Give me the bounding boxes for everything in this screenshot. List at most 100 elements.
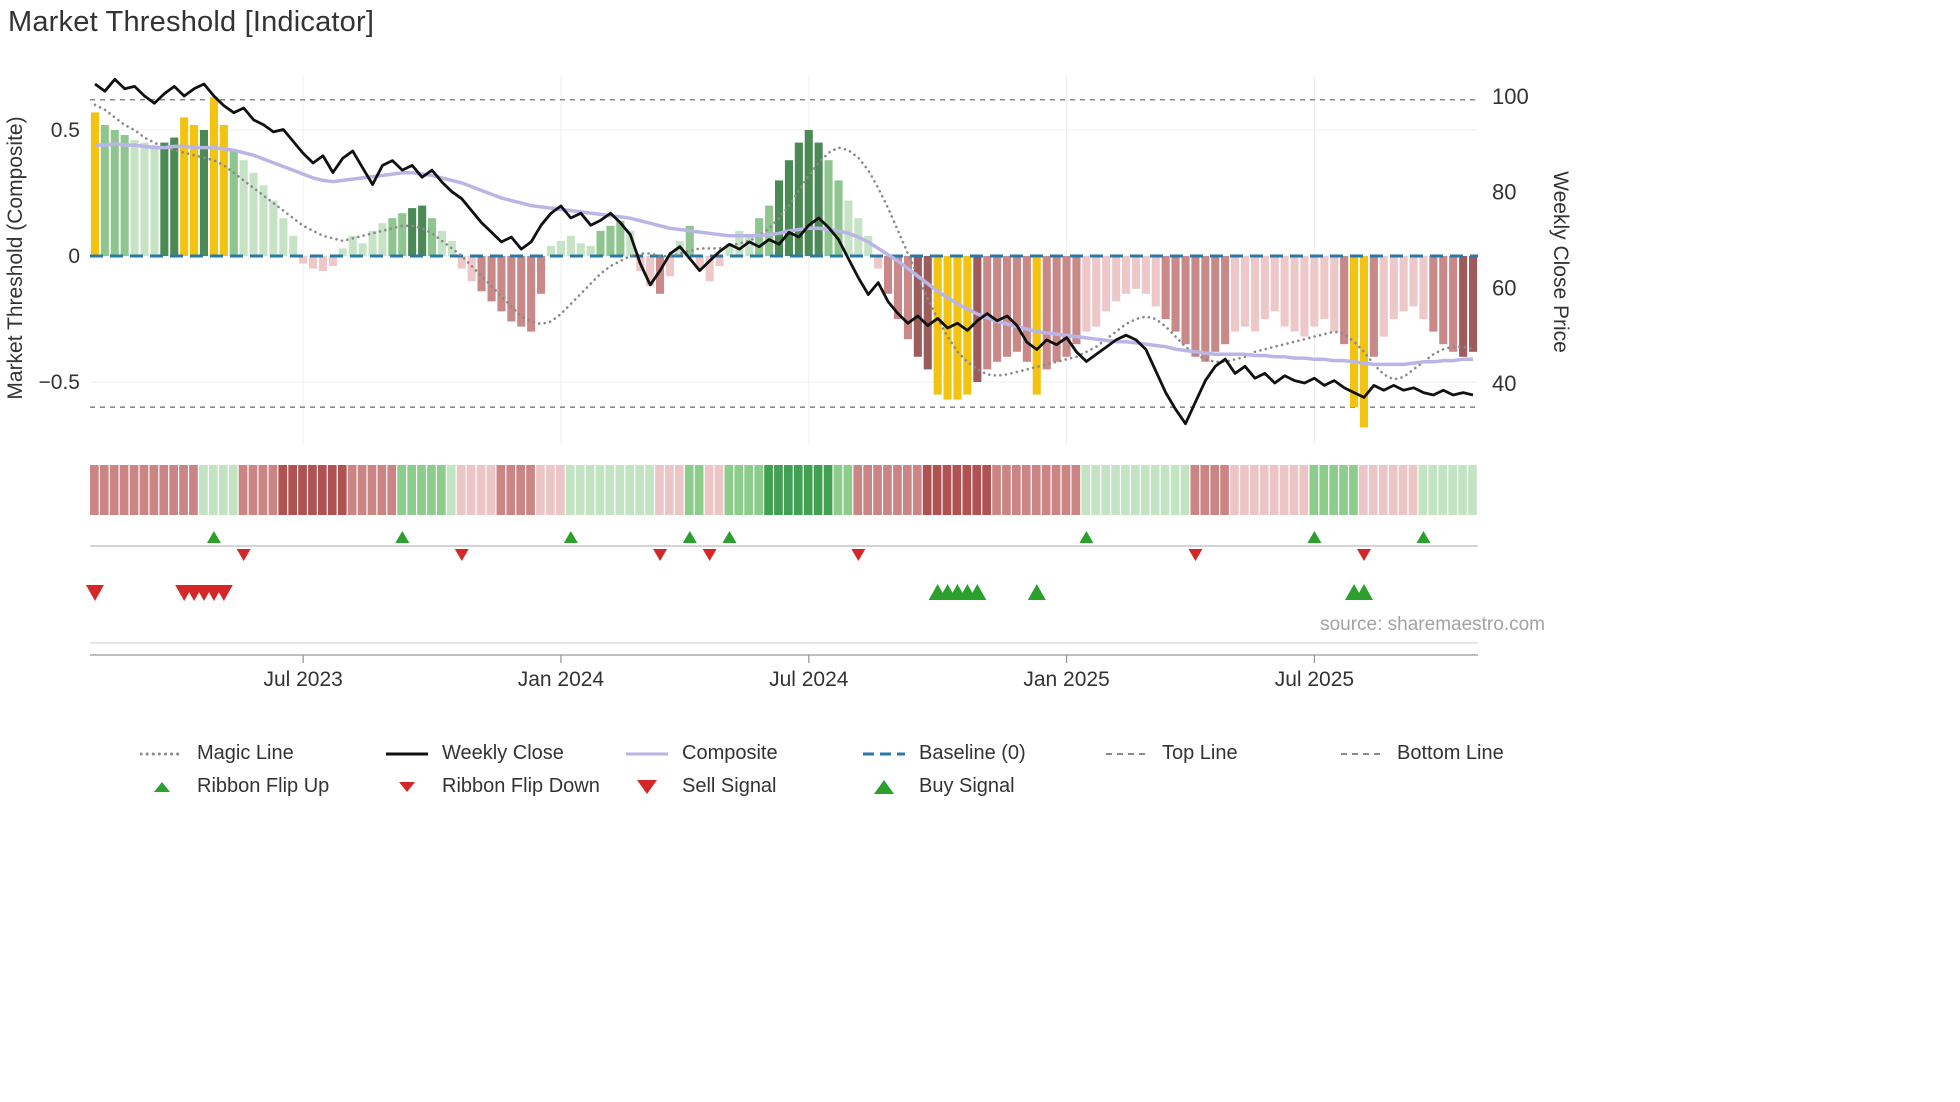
legend-item-buy-signal: Buy Signal: [862, 775, 1105, 798]
ribbon-cell: [139, 465, 149, 515]
ribbon-flip-down-icon: [1356, 549, 1371, 561]
composite-bar: [1280, 256, 1289, 327]
composite-bar: [457, 256, 466, 269]
buy-signal-swatch-icon: [862, 776, 906, 798]
composite-bar: [279, 218, 288, 256]
composite-bar: [269, 200, 278, 256]
ribbon-cell: [615, 465, 625, 515]
left-tick-label: 0: [68, 245, 80, 268]
sell-signal-icon: [85, 585, 104, 601]
ribbon-cell: [684, 465, 694, 515]
ribbon-flip-up-icon: [1079, 531, 1094, 543]
ribbon-cell: [109, 465, 119, 515]
ribbon-cell: [90, 465, 99, 515]
ribbon-flip-up-icon: [1416, 531, 1431, 543]
legend-label: Composite: [682, 742, 778, 764]
ribbon-cell: [575, 465, 585, 515]
ribbon-cell: [397, 465, 406, 515]
x-tick-label: Jul 2025: [1275, 668, 1354, 691]
ribbon-flip-down-icon: [454, 549, 469, 561]
ribbon-cell: [456, 465, 466, 515]
ribbon-cell: [793, 465, 803, 515]
ribbon-flip-markers: [206, 531, 1431, 561]
ribbon-cell: [932, 465, 942, 515]
ribbon-cell: [1041, 465, 1051, 515]
composite-bar: [1459, 256, 1468, 357]
composite-bar: [229, 150, 238, 256]
baseline-0-swatch-icon: [862, 743, 906, 765]
ribbon-cell: [446, 465, 456, 515]
composite-bar: [586, 245, 595, 256]
composite-bar: [933, 256, 942, 395]
composite-bar: [1161, 256, 1170, 319]
legend-item-ribbon-flip-down: Ribbon Flip Down: [385, 775, 625, 798]
composite-bar: [794, 142, 803, 256]
ribbon-cell: [466, 465, 476, 515]
composite-bar: [497, 256, 506, 312]
ribbon-cell: [605, 465, 615, 515]
composite-bar: [299, 256, 308, 264]
composite-bar: [1181, 256, 1190, 345]
sell-signal-swatch-icon: [625, 776, 669, 798]
composite-bar: [874, 256, 883, 269]
ribbon-cell: [496, 465, 506, 515]
ribbon-cell: [367, 465, 377, 515]
composite-bar: [1340, 256, 1349, 345]
ribbon-cell: [585, 465, 595, 515]
composite-bar: [973, 256, 982, 382]
ribbon-cell: [268, 465, 278, 515]
ribbon-cell: [1061, 465, 1071, 515]
composite-bar: [1379, 256, 1388, 337]
ribbon-cell: [228, 465, 238, 515]
ribbon-cell: [1220, 465, 1229, 515]
legend-label: Baseline (0): [919, 742, 1026, 764]
composite-bar: [219, 125, 228, 256]
ribbon-cell: [972, 465, 982, 515]
composite-bar: [715, 256, 724, 267]
ribbon-cell: [734, 465, 744, 515]
legend: Magic Line Weekly Close Composite Baseline …: [139, 737, 1640, 803]
ribbon-cell: [1279, 465, 1289, 515]
ribbon-flip-up-icon: [682, 531, 697, 543]
ribbon-cell: [803, 465, 813, 515]
legend-label: Buy Signal: [919, 775, 1015, 797]
ribbon-flip-down-swatch-icon: [385, 776, 429, 798]
ribbon-cell: [724, 465, 734, 515]
ribbon-cell: [209, 465, 218, 515]
composite-bar: [527, 256, 536, 332]
ribbon-cell: [823, 465, 833, 515]
ribbon-cell: [516, 465, 525, 515]
composite-bar: [765, 205, 774, 256]
x-tick-label: Jul 2023: [263, 668, 342, 691]
ribbon-cell: [982, 465, 991, 515]
composite-bar: [1399, 256, 1408, 312]
ribbon-cell: [962, 465, 972, 515]
composite-bar: [913, 256, 922, 357]
composite-bar: [1042, 256, 1051, 370]
composite-bar: [566, 235, 575, 256]
composite-bar: [1092, 256, 1101, 327]
right-axis-label: Weekly Close Price: [1549, 171, 1572, 353]
composite-bar: [1171, 256, 1180, 332]
ribbon-cell: [704, 465, 714, 515]
composite-bar: [1131, 256, 1140, 289]
ribbon-cell: [813, 465, 823, 515]
legend-label: Magic Line: [197, 742, 294, 764]
ribbon-cell: [744, 465, 753, 515]
composite-bar: [616, 220, 625, 256]
ribbon-cell: [506, 465, 516, 515]
composite-bar: [1369, 256, 1378, 357]
composite-bar: [388, 218, 397, 256]
composite-bar: [437, 230, 446, 256]
ribbon-cell: [833, 465, 843, 515]
composite-bar: [1221, 256, 1230, 345]
ribbon-cell: [1398, 465, 1408, 515]
composite-bar: [467, 256, 476, 282]
composite-bar: [1032, 256, 1041, 395]
ribbon-cell: [437, 465, 446, 515]
composite-bar: [1112, 256, 1121, 302]
ribbon-cell: [903, 465, 912, 515]
composite-bar: [1429, 256, 1438, 332]
